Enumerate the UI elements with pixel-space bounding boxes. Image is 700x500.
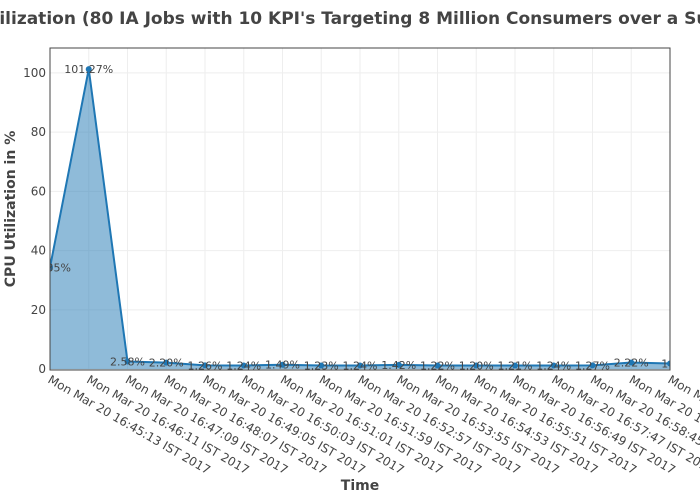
data-label: 1.24% [536,359,571,372]
y-tick-label: 0 [38,362,46,376]
y-tick-label: 100 [23,66,46,80]
marker [395,361,402,368]
y-tick-label: 80 [31,125,46,139]
marker [628,359,635,366]
marker [163,359,170,366]
y-axis-title: CPU Utilization in % [3,131,19,287]
data-label: 1.27% [575,359,610,372]
data-label: 2.58% [110,355,145,368]
marker [124,358,131,365]
data-label: 2.22% [614,357,649,370]
y-tick-label: 40 [31,244,46,258]
marker [667,360,670,367]
data-label: 1.49% [265,359,300,372]
plot-area: 34.35%101.27%2.58% 2.20% 1.26% 1.24% 1.49% 1.… [29,63,679,373]
y-tick-label: 60 [31,184,46,198]
marker [202,362,208,369]
y-tick-label: 20 [31,303,46,317]
x-axis-title: Time [341,478,379,494]
data-label: 34.35% [29,261,71,274]
marker [50,264,53,271]
plot-frame [49,47,671,371]
marker [512,362,518,369]
data-label: 1.21% [498,360,533,373]
marker [550,362,557,369]
marker [357,362,363,369]
data-label: 1.23% [304,359,339,372]
marker [240,362,247,369]
area-fill [50,69,670,370]
marker [318,362,325,369]
marker [85,66,92,73]
marker [473,362,480,369]
data-label: 2.20% [149,357,184,370]
data-label: 101.27% [64,63,113,76]
data-label: 1.9 [661,357,679,370]
marker [434,362,441,369]
data-label: 1.24% [343,359,378,372]
data-label: 1.22% [420,359,455,372]
data-label: 1.42% [381,359,416,372]
data-label: 1.20% [459,360,494,373]
data-label: 1.24% [226,359,261,372]
marker [279,361,286,368]
marker [589,362,596,369]
data-label: 1.26% [188,359,223,372]
chart-title: CPU Utilization (80 IA Jobs with 10 KPI'… [0,9,700,29]
